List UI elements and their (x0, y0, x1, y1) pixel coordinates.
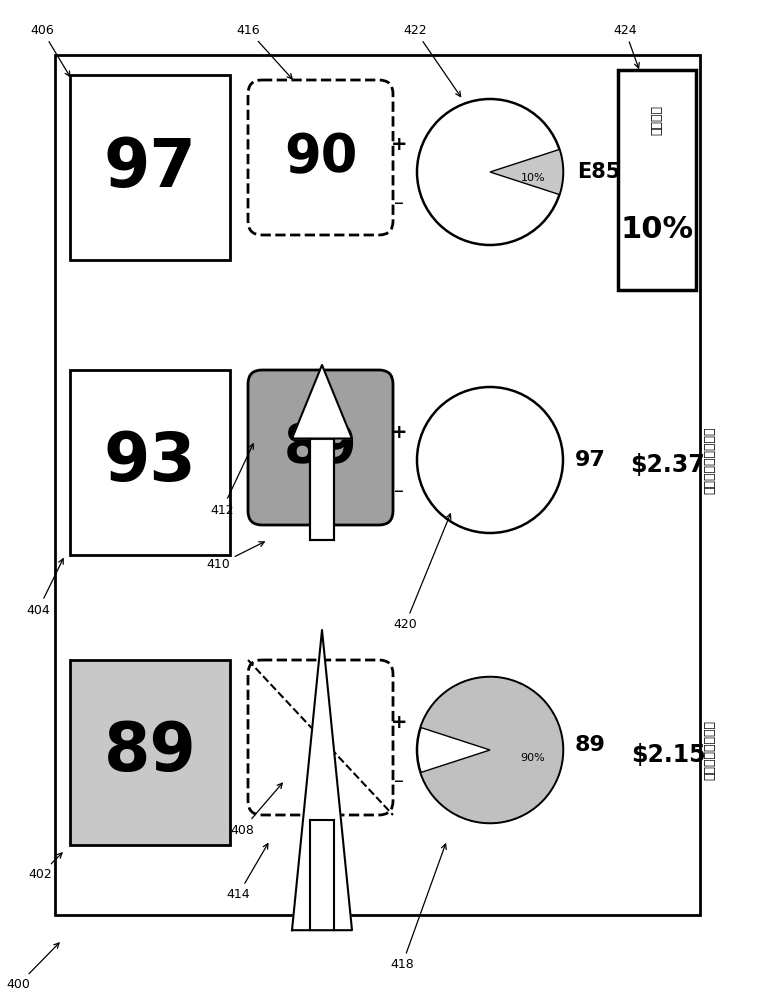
Text: 93: 93 (104, 430, 196, 495)
Text: 90%: 90% (520, 753, 546, 763)
Text: 每加仑的现金价格: 每加仑的现金价格 (703, 720, 716, 780)
Text: 可用折扣: 可用折扣 (651, 105, 664, 135)
Text: 每加仑的信用卡价格: 每加仑的信用卡价格 (703, 426, 716, 494)
Text: 424: 424 (613, 23, 639, 68)
Text: 404: 404 (26, 559, 63, 616)
Text: 412: 412 (210, 444, 253, 516)
Circle shape (417, 99, 563, 245)
Text: 89: 89 (575, 735, 606, 755)
Wedge shape (420, 677, 563, 823)
Text: 97: 97 (575, 450, 606, 470)
Text: –: – (394, 772, 404, 792)
Circle shape (417, 387, 563, 533)
Text: 408: 408 (230, 783, 282, 836)
Polygon shape (292, 365, 352, 438)
FancyBboxPatch shape (248, 80, 393, 235)
Bar (70, 75, 230, 260)
Text: 422: 422 (403, 23, 461, 97)
Bar (618, 70, 696, 290)
Circle shape (417, 677, 563, 823)
Text: 400: 400 (6, 943, 59, 992)
Text: 410: 410 (206, 542, 264, 572)
Text: 89: 89 (284, 422, 357, 474)
Text: +: + (391, 712, 407, 732)
FancyBboxPatch shape (248, 660, 393, 815)
Text: $2.15: $2.15 (631, 743, 705, 767)
Text: 406: 406 (30, 23, 70, 76)
Text: 418: 418 (390, 844, 446, 972)
Bar (310, 820, 334, 930)
Text: 420: 420 (393, 514, 451, 632)
FancyBboxPatch shape (248, 370, 393, 525)
Text: 89: 89 (104, 720, 196, 786)
Polygon shape (292, 630, 352, 930)
Text: 10%: 10% (620, 216, 694, 244)
Bar (70, 370, 230, 555)
Bar (310, 438, 334, 540)
Text: –: – (394, 483, 404, 502)
Text: –: – (394, 194, 404, 214)
Bar (70, 660, 230, 845)
Text: $2.37: $2.37 (631, 453, 705, 477)
Text: 402: 402 (28, 853, 62, 882)
Text: +: + (391, 134, 407, 153)
Text: 10%: 10% (520, 173, 546, 183)
Text: 90: 90 (284, 131, 357, 184)
Wedge shape (490, 149, 563, 195)
Bar (55, 55, 700, 915)
Text: 97: 97 (104, 134, 196, 200)
Text: 414: 414 (226, 844, 268, 902)
Text: E85: E85 (577, 162, 620, 182)
Text: +: + (391, 422, 407, 442)
Text: 416: 416 (237, 23, 292, 79)
